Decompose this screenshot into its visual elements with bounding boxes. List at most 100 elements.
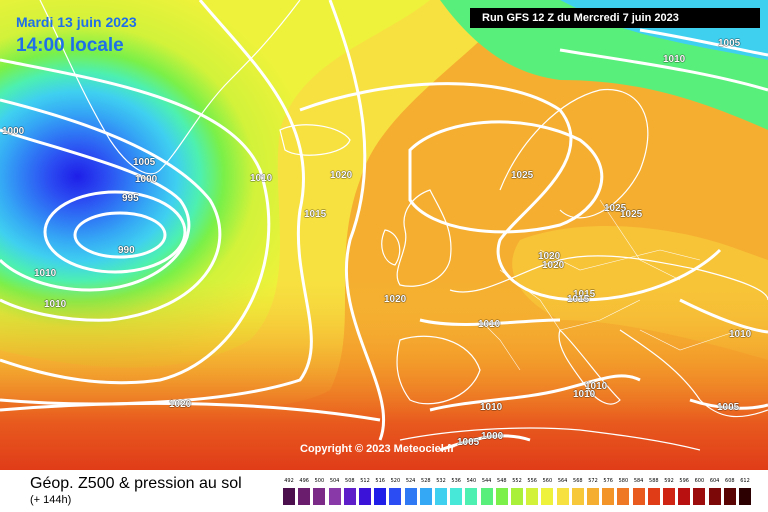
scale-label: 604 <box>709 478 720 484</box>
border-5 <box>479 319 521 371</box>
run-info-banner: Run GFS 12 Z du Mercredi 7 juin 2023 <box>470 8 760 28</box>
scale-label: 548 <box>497 478 507 484</box>
field-trough <box>0 0 430 368</box>
copyright-notice: Copyright © 2023 Meteociel.fr <box>300 443 455 455</box>
color-scale: 492 496 500 504 508 512 516 520 524 528 532 536 540 5… <box>283 470 753 512</box>
coast-britain <box>396 189 452 287</box>
legend-title: Géop. Z500 & pression au sol <box>30 475 242 492</box>
scale-swatch <box>556 488 569 505</box>
valid-time: 14:00 locale <box>16 35 124 56</box>
isobar-label: 1025 <box>620 209 643 220</box>
isobar-label: 1005 <box>717 402 740 413</box>
scale-swatch <box>708 488 721 505</box>
field-south <box>0 280 768 470</box>
coast-iceland <box>279 124 351 156</box>
scale-swatch <box>480 488 493 505</box>
scale-swatch <box>693 488 706 505</box>
scale-swatch <box>678 488 691 505</box>
border-1 <box>499 269 641 331</box>
isobar-label: 1010 <box>34 268 57 279</box>
scale-label: 500 <box>314 478 325 484</box>
scale-label: 552 <box>512 478 522 484</box>
isobar-label: 1010 <box>480 402 503 413</box>
coast-scandinavia <box>499 88 649 219</box>
isobar-label: 1020 <box>384 294 407 305</box>
isobar-label: 1000 <box>481 431 504 442</box>
isobar-label: 1010 <box>585 381 608 392</box>
scale-label: 584 <box>633 478 644 484</box>
scale-label: 508 <box>345 478 355 484</box>
scale-label: 608 <box>725 478 735 484</box>
isobar-990 <box>73 211 167 259</box>
isobar-label: 1020 <box>538 251 561 262</box>
isobar-label: 1015 <box>573 289 596 300</box>
scale-label: 600 <box>694 478 705 484</box>
isobar-1010-ne <box>559 48 768 92</box>
scale-label: 516 <box>375 478 385 484</box>
scale-label: 592 <box>664 478 674 484</box>
isobar-label: 1010 <box>729 329 752 340</box>
scale-label: 568 <box>573 478 583 484</box>
isobar-label: 1010 <box>478 319 501 330</box>
scale-swatch <box>374 488 387 505</box>
isobar-label: 1015 <box>304 209 327 220</box>
isobar-1010-east <box>679 298 768 334</box>
scale-swatch <box>313 488 326 505</box>
isobar-label: 1010 <box>250 173 273 184</box>
scale-swatch <box>526 488 539 505</box>
isobar-1010-france <box>419 318 561 326</box>
scale-label: 596 <box>679 478 689 484</box>
legend-subtitle: (+ 144h) <box>30 494 72 506</box>
coast-balkans <box>619 329 768 418</box>
scale-label: 564 <box>557 478 568 484</box>
isobar-label: 1025 <box>604 203 627 214</box>
valid-date: Mardi 13 juin 2023 <box>16 14 137 30</box>
border-4 <box>639 329 741 351</box>
isobar-label: 1000 <box>2 126 25 137</box>
isobar-label: 1005 <box>718 38 741 49</box>
isobar-label: 1010 <box>663 54 686 65</box>
scale-swatch <box>389 488 402 505</box>
isobar-1010-med <box>429 374 641 412</box>
border-3 <box>599 199 681 281</box>
scale-swatch <box>283 488 295 505</box>
isobar-1005-east <box>689 398 768 410</box>
scale-label: 528 <box>421 478 431 484</box>
scale-label: 504 <box>329 478 340 484</box>
border-2 <box>539 249 701 271</box>
scale-label: 536 <box>451 478 461 484</box>
coast-europe <box>449 255 768 301</box>
scale-swatch <box>359 488 371 505</box>
isobar-1020-south <box>0 401 381 422</box>
legend-footer: Géop. Z500 & pression au sol (+ 144h) 49… <box>0 470 768 512</box>
scale-swatch <box>450 488 463 505</box>
isobar-1005-ne <box>639 28 768 57</box>
scale-swatch <box>419 488 432 505</box>
scale-label: 540 <box>466 478 477 484</box>
scale-swatch <box>632 488 645 505</box>
isobar-label: 995 <box>122 193 139 204</box>
isobar-1020-east <box>299 82 722 302</box>
isobar-1025 <box>408 120 604 234</box>
coast-greenland <box>39 0 301 175</box>
isobar-label: 1020 <box>330 170 353 181</box>
isobar-label: 1005 <box>457 437 480 448</box>
isobar-1020-west <box>328 0 386 441</box>
scale-label: 572 <box>588 478 598 484</box>
scale-label: 580 <box>618 478 629 484</box>
scale-label: 512 <box>360 478 370 484</box>
isobar-label: 990 <box>118 245 135 256</box>
scale-label: 560 <box>542 478 553 484</box>
isobar-label: 1020 <box>169 399 192 410</box>
scale-swatch <box>495 488 508 505</box>
scale-swatch <box>587 488 599 505</box>
scale-swatch <box>617 488 630 505</box>
scale-label: 588 <box>649 478 659 484</box>
coastlines <box>39 0 768 451</box>
coast-africa <box>399 427 701 451</box>
isobar-1000 <box>0 128 191 292</box>
scale-swatch <box>404 488 417 505</box>
scale-label: 492 <box>284 478 294 484</box>
scale-swatch <box>343 488 356 505</box>
